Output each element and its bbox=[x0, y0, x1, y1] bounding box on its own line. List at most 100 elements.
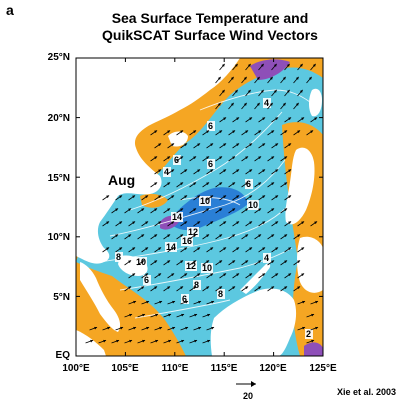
wind-vector bbox=[163, 130, 171, 136]
wind-vector bbox=[254, 182, 262, 188]
wind-vector bbox=[137, 313, 146, 318]
wind-vector bbox=[189, 234, 197, 240]
reference-vector-arrow bbox=[236, 381, 256, 387]
wind-vector bbox=[280, 260, 288, 266]
wind-vector bbox=[189, 156, 197, 162]
wind-vector bbox=[267, 76, 273, 84]
wind-vector bbox=[206, 195, 214, 201]
wind-vector bbox=[254, 156, 262, 162]
wind-vector bbox=[189, 339, 198, 344]
wind-vector bbox=[180, 273, 188, 279]
wind-vector bbox=[215, 76, 221, 84]
wind-vector bbox=[189, 313, 198, 318]
wind-vector bbox=[267, 182, 275, 188]
wind-vector bbox=[115, 247, 123, 253]
wind-vector bbox=[150, 208, 158, 214]
wind-vector bbox=[163, 286, 171, 292]
wind-vector bbox=[215, 260, 223, 266]
contour-label-bg bbox=[185, 261, 197, 271]
wind-vector bbox=[154, 195, 162, 201]
warm-sst-gulf bbox=[76, 262, 186, 356]
wind-vector bbox=[115, 195, 123, 201]
map-frame bbox=[75, 57, 324, 357]
wind-vector bbox=[271, 247, 279, 253]
wind-vector bbox=[102, 247, 110, 253]
wind-vector bbox=[215, 208, 223, 214]
wind-vector bbox=[297, 300, 306, 305]
contour-label-bg bbox=[165, 242, 177, 252]
contour-label: 6 bbox=[208, 159, 213, 169]
contour-label-bg bbox=[173, 155, 181, 165]
wind-vector bbox=[232, 221, 240, 227]
wind-vector bbox=[254, 76, 260, 84]
wind-vector bbox=[232, 117, 240, 123]
wind-vector bbox=[310, 117, 318, 123]
wind-vector bbox=[154, 169, 162, 175]
wind-vector bbox=[163, 182, 171, 188]
wind-vector bbox=[111, 234, 119, 240]
land-luzon bbox=[285, 147, 315, 225]
wind-vector bbox=[180, 143, 188, 149]
wind-vector bbox=[154, 247, 162, 253]
contour-label-bg bbox=[193, 280, 201, 290]
wind-vector bbox=[284, 169, 292, 175]
wind-vector bbox=[193, 221, 201, 227]
wind-vector bbox=[141, 300, 150, 305]
y-axis-label-5n: 5°N bbox=[53, 292, 70, 303]
wind-vector bbox=[241, 260, 249, 266]
wind-vector bbox=[193, 169, 201, 175]
wind-vector bbox=[150, 156, 158, 162]
wind-vector bbox=[232, 143, 240, 149]
wind-vector bbox=[206, 143, 214, 149]
wind-vector bbox=[128, 247, 136, 253]
wind-vector bbox=[141, 273, 149, 279]
wind-vector bbox=[293, 102, 299, 110]
x-axis-label-100e: 100°E bbox=[62, 363, 90, 374]
wind-vector bbox=[267, 156, 275, 162]
wind-vector-field bbox=[85, 63, 319, 344]
contour-label-bg bbox=[199, 196, 211, 206]
contour-label: 4 bbox=[264, 253, 269, 263]
wind-vector bbox=[258, 169, 266, 175]
wind-vector bbox=[206, 273, 214, 279]
wind-vector bbox=[219, 143, 227, 149]
wind-vector bbox=[271, 89, 277, 97]
wind-vector bbox=[193, 273, 201, 279]
wind-vector bbox=[258, 63, 264, 71]
wind-vector bbox=[193, 326, 202, 331]
wind-vector bbox=[215, 234, 223, 240]
wind-vector bbox=[137, 286, 145, 292]
wind-vector bbox=[202, 130, 210, 136]
purple-sst-north bbox=[250, 59, 290, 80]
wind-vector bbox=[293, 260, 301, 266]
wind-vector bbox=[280, 76, 286, 84]
y-axis-label-eq: EQ bbox=[55, 350, 70, 361]
wind-vector bbox=[167, 143, 175, 149]
wind-vector bbox=[102, 221, 110, 227]
contour-label-bg bbox=[201, 263, 213, 273]
land-borneo bbox=[210, 288, 297, 356]
wind-vector bbox=[124, 208, 132, 214]
wind-vector bbox=[271, 195, 279, 201]
wind-vector bbox=[306, 130, 314, 136]
wind-vector bbox=[98, 339, 107, 344]
land-hainan bbox=[168, 131, 188, 147]
contour-label: 8 bbox=[194, 280, 199, 290]
wind-vector bbox=[154, 273, 162, 279]
wind-vector bbox=[228, 286, 236, 292]
wind-vector bbox=[215, 102, 221, 110]
wind-vector bbox=[202, 156, 210, 162]
wind-vector bbox=[150, 286, 158, 292]
wind-vector bbox=[271, 117, 279, 123]
wind-vector bbox=[284, 89, 290, 97]
axis-ticks bbox=[75, 57, 324, 357]
wind-vector bbox=[254, 260, 262, 266]
wind-vector bbox=[258, 117, 266, 123]
wind-vector bbox=[293, 76, 299, 84]
wind-vector bbox=[232, 195, 240, 201]
wind-vector bbox=[228, 234, 236, 240]
contour-label-bg bbox=[143, 275, 151, 285]
wind-vector bbox=[176, 182, 184, 188]
wind-vector bbox=[267, 260, 275, 266]
